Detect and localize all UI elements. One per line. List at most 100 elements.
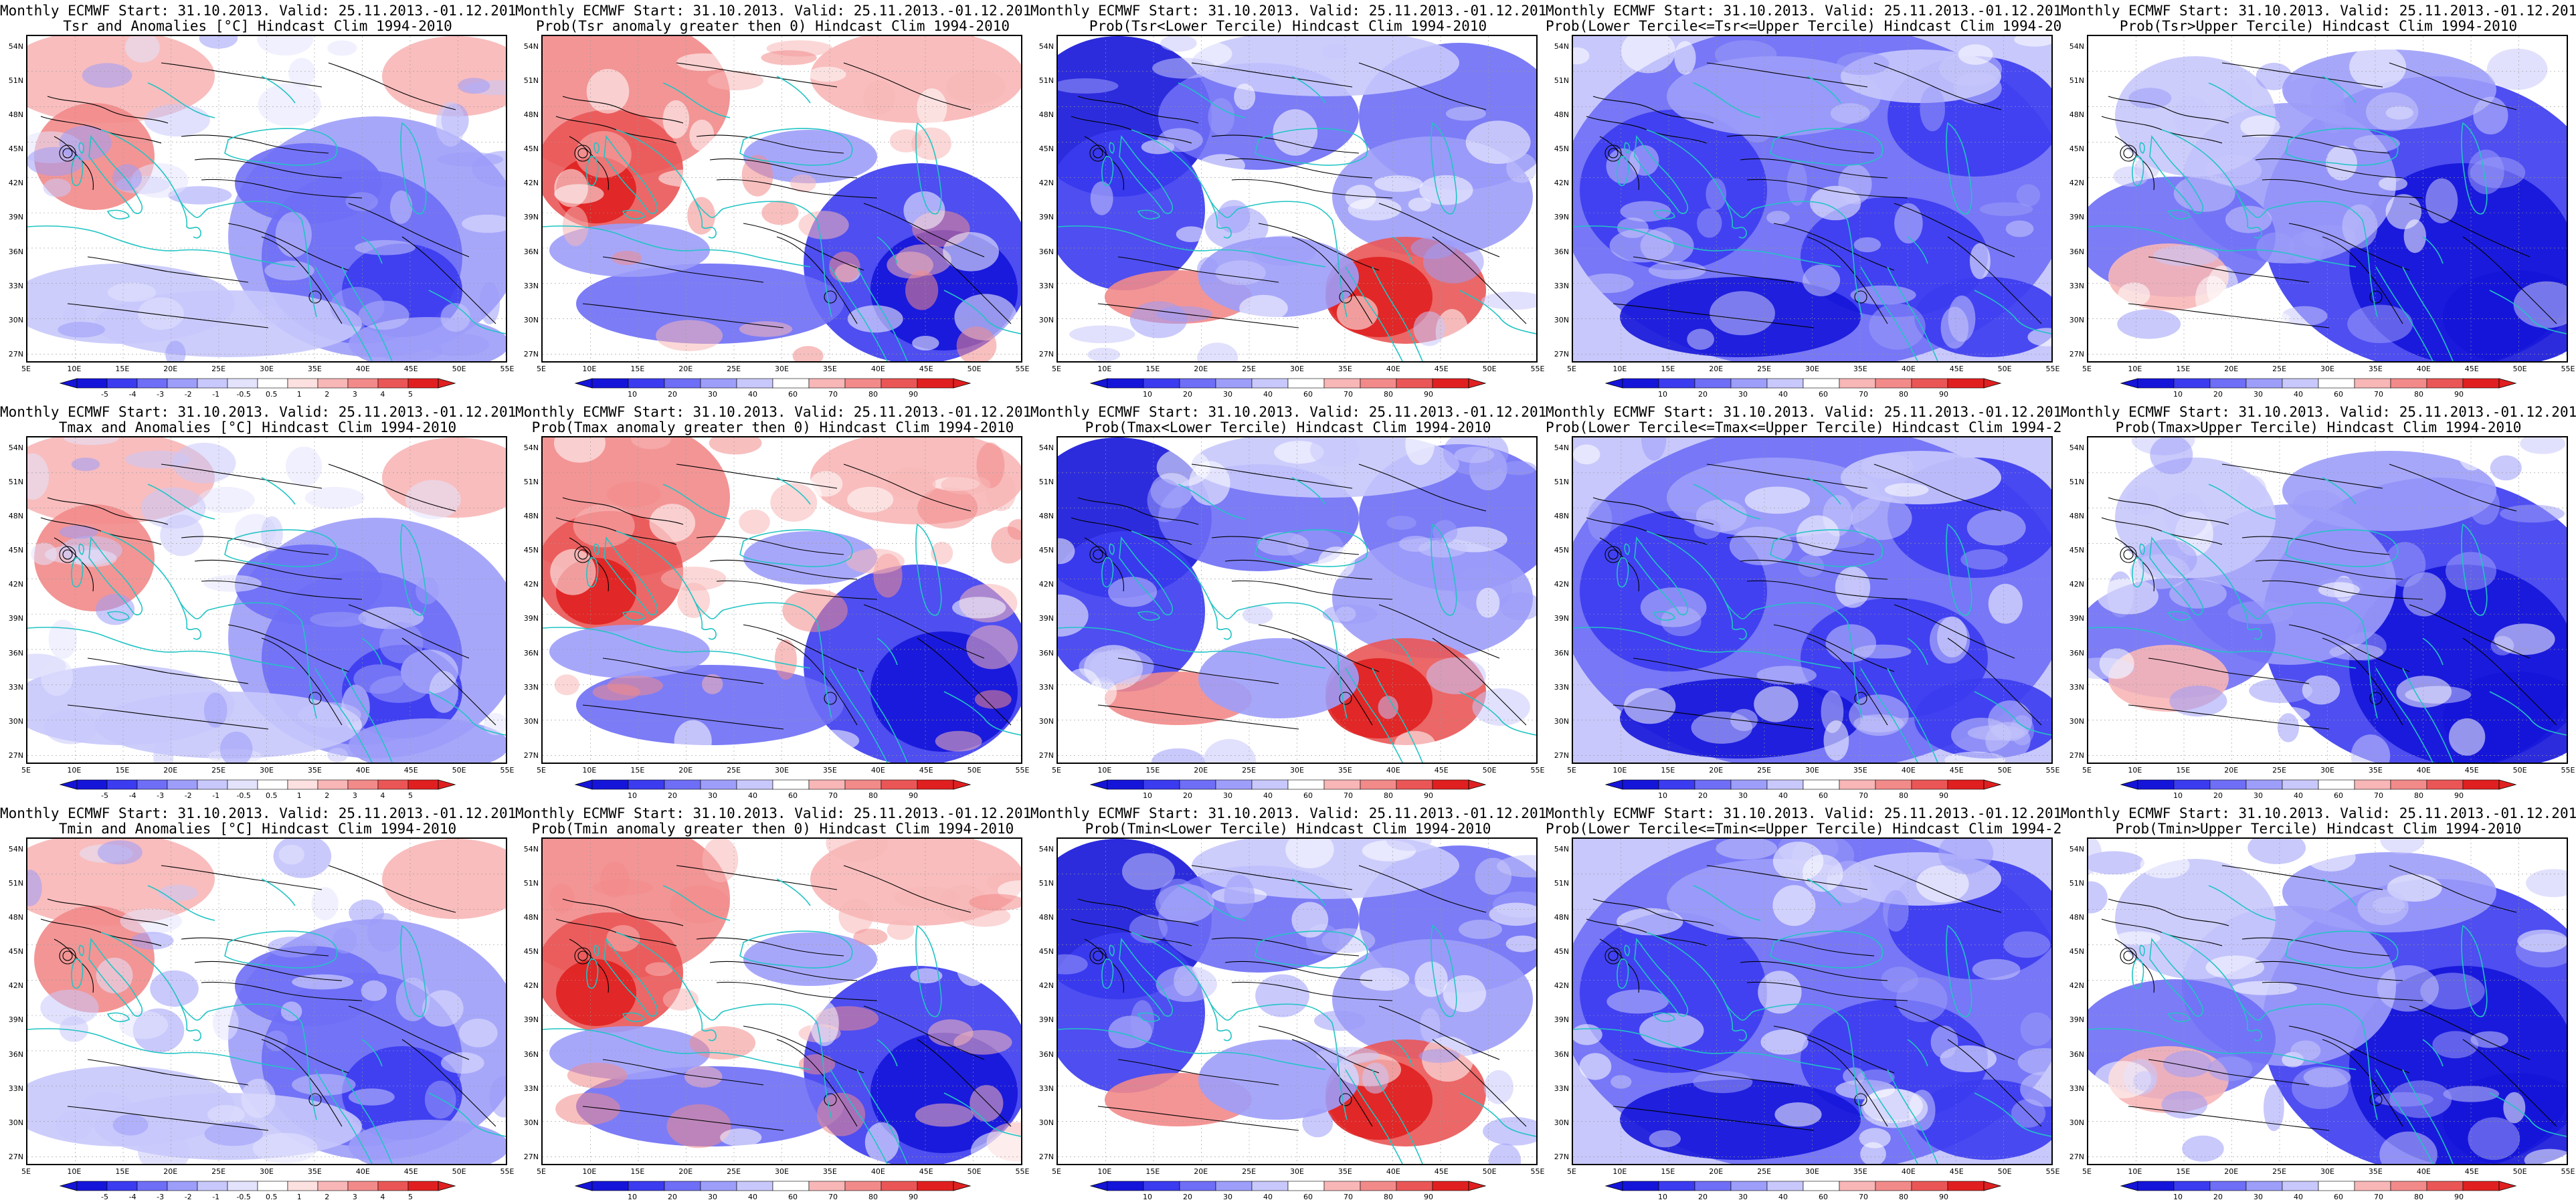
colorbar-label: 20 xyxy=(1698,791,1708,800)
colorbar-swatch xyxy=(2209,1181,2247,1191)
colorbar-swatch xyxy=(1432,378,1469,389)
field-shade xyxy=(327,40,357,56)
lon-label: 10E xyxy=(1097,1167,1112,1176)
panel-title-line2: Prob(Tmin>Upper Tercile) Hindcast Clim 1… xyxy=(2115,821,2522,837)
colorbar-swatch xyxy=(317,779,349,790)
field-shade xyxy=(889,129,923,153)
field-shade xyxy=(970,1085,1004,1122)
field-shade xyxy=(1321,43,1349,60)
map-panel: Monthly ECMWF Start: 31.10.2013. Valid: … xyxy=(0,0,515,401)
lat-label: 45N xyxy=(8,144,23,154)
colorbar-swatch xyxy=(1215,378,1253,389)
field-shade xyxy=(1774,1102,1822,1127)
colorbar-label: -2 xyxy=(184,390,192,399)
field-shade xyxy=(2140,851,2190,879)
field-shade xyxy=(702,674,723,694)
lon-label: 20E xyxy=(678,766,693,775)
colorbar-swatch xyxy=(136,1181,168,1191)
lon-label: 25E xyxy=(211,365,226,373)
colorbar-label: 10 xyxy=(2173,1193,2183,1201)
field-shade xyxy=(974,690,1012,709)
lat-label: 39N xyxy=(1554,213,1569,222)
lon-label: 5E xyxy=(1052,365,1061,373)
field-shade xyxy=(1215,260,1266,286)
colorbar-label: 70 xyxy=(828,791,838,800)
colorbar-label: -1 xyxy=(212,791,220,800)
colorbar-swatch xyxy=(136,378,168,389)
map-area xyxy=(2087,436,2568,764)
lon-label: 20E xyxy=(678,1167,693,1176)
field-shade xyxy=(1192,437,1459,498)
lon-label: 35E xyxy=(1338,766,1352,775)
lat-label: 36N xyxy=(523,648,539,658)
field-shade xyxy=(1251,235,1317,266)
field-shade xyxy=(741,155,773,197)
colorbar-min-arrow xyxy=(1089,779,1108,790)
field-shade xyxy=(1499,592,1536,621)
lat-label: 51N xyxy=(2069,879,2084,888)
colorbar-swatch xyxy=(591,779,629,790)
colorbar-swatch xyxy=(808,1181,846,1191)
colorbar-swatch xyxy=(1839,1181,1876,1191)
field-shade xyxy=(1197,342,1238,361)
lon-label: 35E xyxy=(2368,365,2383,373)
field-shade xyxy=(43,178,72,197)
field-shade xyxy=(1408,197,1431,212)
lon-label: 35E xyxy=(1853,1167,1867,1176)
lat-label: 39N xyxy=(523,213,539,222)
lat-label: 36N xyxy=(2069,648,2084,658)
field-shade xyxy=(2207,266,2239,310)
field-shade xyxy=(720,1128,762,1146)
field-shade xyxy=(677,583,711,618)
field-shade xyxy=(1916,865,1969,903)
lat-label: 51N xyxy=(8,478,23,487)
panel-title-line2: Prob(Lower Tercile<=Tmax<=Upper Tercile)… xyxy=(1546,419,2061,435)
field-shade xyxy=(440,303,470,332)
lon-label: 30E xyxy=(2320,365,2334,373)
field-shade xyxy=(1090,181,1113,215)
colorbar xyxy=(2120,378,2517,389)
colorbar-label: 60 xyxy=(1303,390,1313,399)
field-shade xyxy=(2457,437,2487,471)
lon-label: 40E xyxy=(1901,766,1916,775)
field-shade xyxy=(1198,237,1359,317)
field-shade xyxy=(903,191,945,229)
field-shade xyxy=(2425,178,2458,223)
colorbar xyxy=(2120,779,2517,790)
colorbar-swatch xyxy=(2318,1181,2355,1191)
colorbar-swatch xyxy=(407,378,439,389)
colorbar-label: 70 xyxy=(1859,390,1868,399)
field-shade xyxy=(2379,1131,2437,1164)
lat-label: 48N xyxy=(2069,913,2084,922)
colorbar-label: 80 xyxy=(868,791,878,800)
field-shade xyxy=(120,908,182,934)
field-shade xyxy=(2094,1061,2152,1098)
lon-label: 45E xyxy=(1434,1167,1449,1176)
lon-label: 35E xyxy=(307,1167,322,1176)
field-shade xyxy=(2520,437,2566,454)
field-shade xyxy=(555,1092,620,1125)
field-shade xyxy=(887,467,936,500)
colorbar-label: 80 xyxy=(868,390,878,399)
field-shade xyxy=(1198,638,1359,718)
field-shade xyxy=(241,1078,276,1118)
colorbar-swatch xyxy=(1287,779,1325,790)
colorbar-swatch xyxy=(881,378,918,389)
field-shade xyxy=(600,862,630,898)
colorbar-swatch xyxy=(2173,1181,2211,1191)
field-shade xyxy=(2524,1148,2567,1164)
field-shade xyxy=(702,839,739,883)
colorbar-max-arrow xyxy=(953,779,972,790)
colorbar-swatch xyxy=(664,378,701,389)
lat-label: 33N xyxy=(2069,281,2084,290)
field-shade xyxy=(1243,605,1273,625)
field-shade xyxy=(213,1005,239,1041)
field-shade xyxy=(2249,678,2313,703)
field-shade xyxy=(332,927,357,954)
field-shade xyxy=(2380,839,2425,854)
field-shade xyxy=(311,887,339,920)
field-shade xyxy=(1884,483,1929,497)
lat-label: 30N xyxy=(1038,1118,1054,1127)
lon-label: 35E xyxy=(2368,766,2383,775)
field-shade xyxy=(138,1131,191,1164)
